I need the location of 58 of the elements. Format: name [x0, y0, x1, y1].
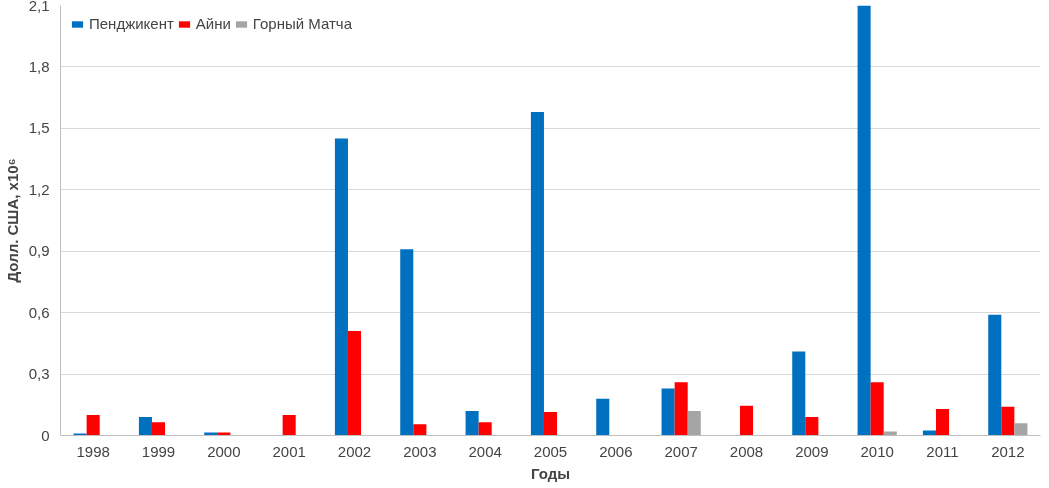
- y-tick-label: 1,5: [28, 119, 50, 137]
- bar: [86, 415, 100, 436]
- y-tick-label: 0,6: [28, 303, 50, 321]
- y-tick-label: 0,3: [28, 365, 50, 383]
- y-tick-label: 0,9: [28, 242, 50, 260]
- x-tick-label: 2006: [599, 442, 633, 460]
- x-tick-label: 2011: [926, 442, 959, 460]
- bar: [334, 138, 348, 436]
- bar: [400, 249, 414, 436]
- bar: [347, 331, 362, 436]
- y-tick-label: 0: [41, 426, 50, 444]
- bar: [204, 432, 218, 436]
- bar: [922, 430, 936, 436]
- y-axis-title: Долл. США, x10⁶: [3, 158, 21, 283]
- x-tick-label: 1999: [141, 442, 176, 460]
- x-tick-label: 2004: [468, 442, 502, 460]
- bar: [870, 382, 884, 436]
- bar: [1001, 406, 1015, 436]
- bar: [73, 433, 87, 436]
- bar: [151, 422, 166, 436]
- bar: [543, 411, 558, 436]
- bar: [478, 422, 492, 436]
- bar: [805, 417, 819, 436]
- bar: [465, 410, 479, 436]
- bar: [988, 314, 1002, 436]
- bar: [792, 351, 806, 436]
- bar: [530, 111, 544, 436]
- bar: [935, 408, 950, 436]
- bar: [596, 398, 610, 436]
- x-axis-title: Годы: [530, 464, 571, 482]
- x-tick-label: 2012: [991, 442, 1025, 460]
- y-tick-label: 2,1: [28, 0, 50, 14]
- x-tick-label: 2001: [272, 442, 306, 460]
- x-tick-label: 2005: [533, 442, 568, 460]
- bar: [739, 405, 754, 436]
- x-tick-label: 2007: [664, 442, 698, 460]
- x-tick-label: 2008: [729, 442, 764, 460]
- legend-label: Айни: [195, 15, 231, 32]
- bar: [138, 417, 152, 436]
- x-tick-label: 2000: [207, 442, 241, 460]
- legend-label: Пенджикент: [89, 15, 174, 32]
- bar: [217, 432, 231, 436]
- x-tick-label: 2002: [337, 442, 372, 460]
- y-tick-label: 1,2: [28, 180, 50, 198]
- bar: [687, 410, 701, 436]
- bar: [1014, 423, 1028, 436]
- legend-label: Горный Матча: [252, 15, 352, 32]
- bar: [857, 5, 871, 436]
- bar: [413, 424, 427, 436]
- bar: [661, 388, 675, 436]
- bar: [674, 382, 688, 436]
- x-tick-label: 2009: [795, 442, 829, 460]
- bar: [883, 431, 897, 436]
- y-tick-label: 1,8: [28, 57, 50, 75]
- x-tick-label: 2003: [403, 442, 437, 460]
- x-tick-label: 1998: [76, 442, 110, 460]
- x-tick-label: 2010: [860, 442, 894, 460]
- bar: [282, 415, 296, 436]
